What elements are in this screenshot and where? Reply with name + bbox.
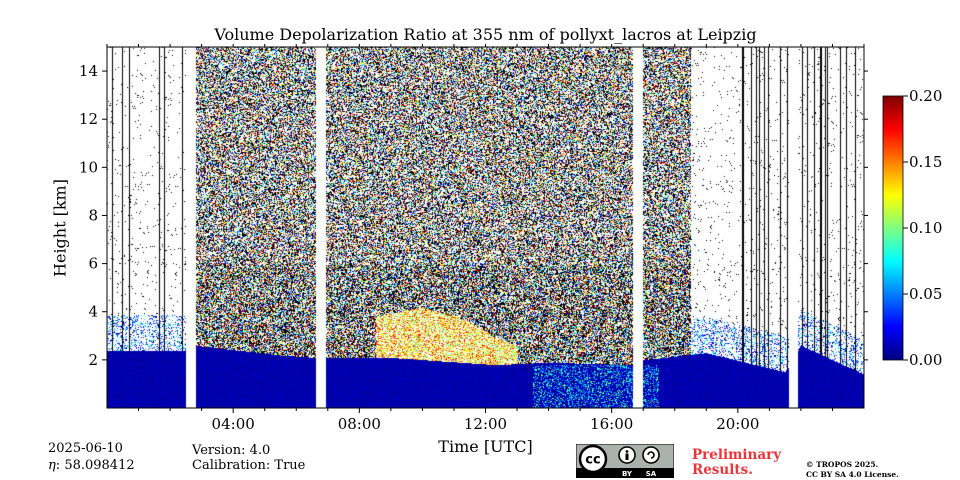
colorbar-axis: 0.00 0.05 0.10 0.15 0.20 [903, 87, 942, 369]
y-tick-label: 12 [79, 110, 98, 128]
date-label: 2025-06-10 [48, 441, 123, 456]
version-label: Version: 4.0 [192, 443, 271, 458]
chart-title: Volume Depolarization Ratio at 355 nm of… [214, 25, 757, 44]
y-axis: 2 4 6 8 10 12 14 [79, 62, 868, 369]
eta-label: η: 58.098412 [48, 458, 135, 473]
colorbar-tick-label: 0.10 [909, 219, 942, 237]
colorbar-tick-label: 0.05 [909, 285, 942, 303]
preliminary-results-label: Preliminary Results. [692, 447, 782, 478]
x-tick-label: 04:00 [212, 415, 255, 433]
y-tick-label: 2 [88, 351, 98, 369]
calibration-label: Calibration: True [192, 458, 306, 473]
sa-text: SA [646, 470, 657, 478]
y-tick-label: 8 [88, 206, 98, 224]
x-axis: 04:00 08:00 12:00 16:00 20:00 [106, 44, 865, 433]
cc-icon-text: cc [585, 453, 600, 468]
x-tick-label: 12:00 [464, 415, 507, 433]
x-tick-label: 20:00 [716, 415, 759, 433]
cc-by-sa-logo: cc BY SA [576, 444, 674, 478]
sa-icon [642, 446, 660, 464]
colorbar-tick-label: 0.00 [909, 351, 942, 369]
copyright-line-1: © TROPOS 2025. [806, 460, 879, 469]
colorbar [883, 96, 903, 360]
colorbar-tick-label: 0.20 [909, 87, 942, 105]
x-axis-label: Time [UTC] [438, 437, 533, 456]
y-tick-label: 10 [79, 158, 98, 176]
y-tick-label: 14 [79, 62, 98, 80]
copyright-line-2: CC BY SA 4.0 License. [806, 470, 899, 479]
y-axis-label: Height [km] [50, 179, 70, 277]
x-tick-label: 16:00 [590, 415, 633, 433]
by-text: BY [622, 470, 633, 478]
heatmap-area [107, 47, 864, 408]
eta-value: 58.098412 [64, 458, 135, 473]
x-tick-label: 08:00 [338, 415, 381, 433]
y-tick-label: 4 [88, 303, 98, 321]
copyright: © TROPOS 2025. CC BY SA 4.0 License. [806, 460, 899, 480]
y-tick-label: 6 [88, 255, 98, 273]
colorbar-tick-label: 0.15 [909, 153, 942, 171]
